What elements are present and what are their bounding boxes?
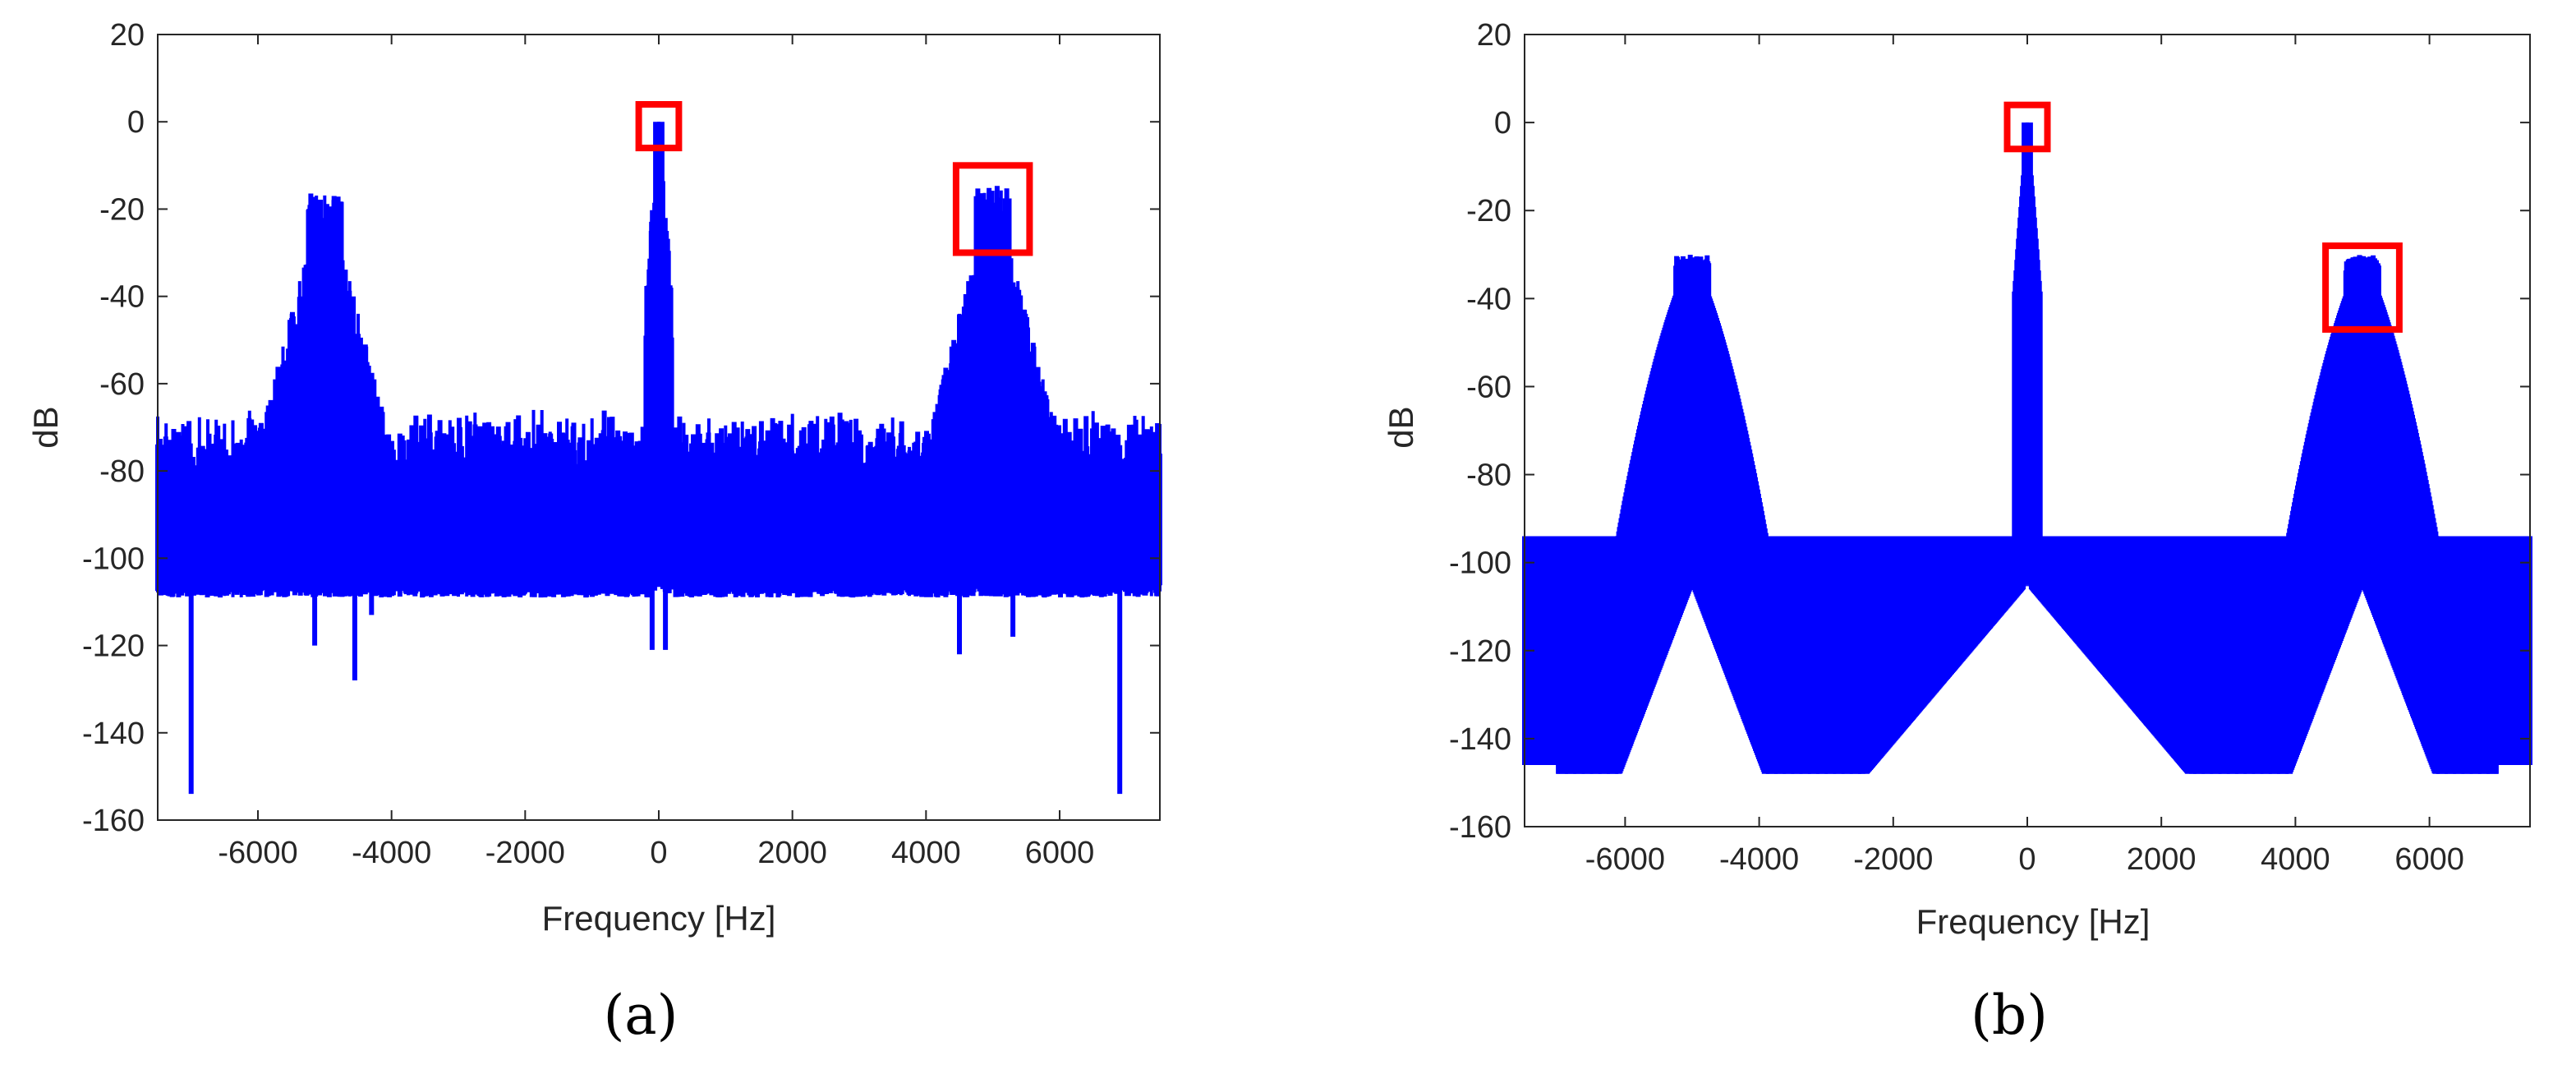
- y-axis-label-a: dB: [26, 406, 65, 448]
- x-tick-label: -4000: [1719, 842, 1799, 877]
- y-tick-label: -40: [1466, 282, 1511, 316]
- x-tick-label: 0: [2018, 842, 2036, 877]
- caption-a: (a): [604, 984, 678, 1047]
- y-tick-label: -120: [82, 629, 145, 664]
- y-ticks-b: 20 0 -20 -40 -60 -80 -100 -120 -140 -160: [1449, 18, 2530, 845]
- x-axis-label-a: Frequency [Hz]: [542, 899, 776, 938]
- x-tick-label: -6000: [218, 836, 297, 870]
- x-axis-label-b: Frequency [Hz]: [1916, 902, 2150, 941]
- y-tick-label: 0: [127, 105, 145, 140]
- y-tick-label: -80: [1466, 459, 1511, 493]
- y-axis-label-b: dB: [1382, 406, 1420, 448]
- highlight-box: [2322, 242, 2403, 333]
- highlight-boxes-b: [2003, 101, 2403, 333]
- spectrum-fill: [1525, 536, 2530, 774]
- y-tick-label: -140: [82, 717, 145, 751]
- y-ticks-a: 20 0 -20 -40 -60 -80 -100 -120 -140 -160: [82, 18, 1160, 838]
- y-tick-label: -160: [1449, 810, 1511, 845]
- y-tick-label: -20: [99, 192, 145, 227]
- x-tick-label: -4000: [352, 836, 431, 870]
- x-ticks-b: -6000 -4000 -2000 0 2000 4000 6000: [1585, 35, 2464, 877]
- y-tick-label: -80: [99, 454, 145, 489]
- x-ticks-a: -6000 -4000 -2000 0 2000 4000 6000: [218, 35, 1094, 870]
- y-tick-label: 20: [110, 18, 145, 53]
- y-tick-label: -100: [82, 542, 145, 576]
- x-tick-label: 6000: [1025, 836, 1095, 870]
- x-tick-label: 2000: [2127, 842, 2196, 877]
- y-tick-label: 20: [1477, 18, 1511, 53]
- panel-b: -6000 -4000 -2000 0 2000 4000 6000 20 0 -20 -40 -6…: [1382, 18, 2532, 1047]
- y-tick-label: -140: [1449, 722, 1511, 757]
- y-tick-label: -60: [1466, 370, 1511, 404]
- caption-b: (b): [1971, 984, 2048, 1047]
- y-tick-label: -160: [82, 804, 145, 838]
- x-tick-label: -6000: [1585, 842, 1665, 877]
- y-tick-label: -100: [1449, 546, 1511, 581]
- highlight-box: [2003, 101, 2051, 153]
- highlight-box: [952, 162, 1033, 256]
- y-tick-label: 0: [1494, 106, 1511, 141]
- y-tick-label: -20: [1466, 194, 1511, 228]
- x-tick-label: -2000: [485, 836, 565, 870]
- x-tick-label: 4000: [2261, 842, 2330, 877]
- x-tick-label: 4000: [891, 836, 961, 870]
- y-tick-label: -40: [99, 280, 145, 315]
- spectrum-series-a: [155, 122, 1162, 795]
- panel-a: -6000 -4000 -2000 0 2000 4000 6000 20 0 -20 -40 -6…: [26, 18, 1162, 1047]
- x-tick-label: -2000: [1853, 842, 1933, 877]
- highlight-box: [635, 101, 683, 152]
- y-tick-label: -60: [99, 367, 145, 402]
- x-tick-label: 2000: [757, 836, 827, 870]
- x-tick-label: 6000: [2394, 842, 2464, 877]
- x-tick-label: 0: [650, 836, 667, 870]
- y-tick-label: -120: [1449, 634, 1511, 669]
- highlight-boxes-a: [635, 101, 1033, 256]
- spectrum-series-b: [1522, 122, 2532, 774]
